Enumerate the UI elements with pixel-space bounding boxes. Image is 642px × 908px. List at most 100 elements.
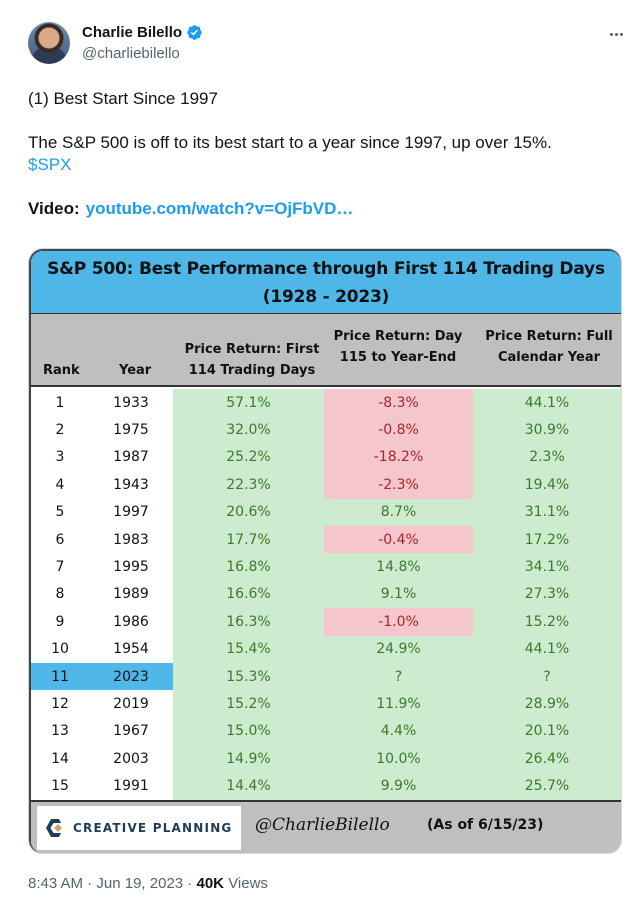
full-year-cell: 20.1% bbox=[473, 717, 621, 746]
full-year-cell: 2.3% bbox=[473, 443, 621, 472]
tweet-line-1: (1) Best Start Since 1997 bbox=[28, 89, 218, 108]
full-year-cell: ? bbox=[473, 663, 621, 691]
table-row: 13 1967 15.0% 4.4% 20.1% bbox=[31, 717, 621, 746]
first-114-cell: 57.1% bbox=[173, 389, 324, 417]
first-114-cell: 16.6% bbox=[173, 580, 324, 609]
rank-cell: 5 bbox=[55, 504, 65, 521]
first-114-cell: 14.4% bbox=[173, 772, 324, 800]
author-name[interactable]: Charlie Bilello bbox=[82, 24, 183, 41]
table-title: S&P 500: Best Performance through First … bbox=[31, 251, 621, 314]
tweet-date[interactable]: Jun 19, 2023 bbox=[96, 875, 184, 892]
rank-cell: 4 bbox=[55, 476, 65, 493]
rank-cell: 9 bbox=[55, 613, 65, 630]
rank-cell: 14 bbox=[51, 750, 69, 767]
footer-handle: @CharlieBilello bbox=[255, 815, 390, 835]
rest-of-year-cell: 11.9% bbox=[324, 690, 473, 718]
tweet-media-image[interactable]: S&P 500: Best Performance through First … bbox=[28, 248, 622, 854]
table-row: 11 2023 15.3%?? bbox=[31, 663, 621, 691]
year-cell: 2023 bbox=[89, 663, 173, 691]
table-row: 5 1997 20.6% 8.7% 31.1% bbox=[31, 498, 621, 526]
tweet-line-2: The S&P 500 is off to its best start to … bbox=[28, 133, 552, 152]
verified-badge-icon bbox=[187, 25, 202, 40]
table-title-line-2: (1928 - 2023) bbox=[262, 287, 390, 307]
first-114-cell: 15.0% bbox=[173, 717, 324, 746]
tweet-paragraph: The S&P 500 is off to its best start to … bbox=[28, 132, 618, 176]
year-cell: 1986 bbox=[113, 613, 149, 630]
video-label: Video: bbox=[28, 199, 80, 218]
first-114-cell: 14.9% bbox=[173, 745, 324, 773]
rest-of-year-cell: 10.0% bbox=[324, 745, 473, 773]
tweet-text: (1) Best Start Since 1997 The S&P 500 is… bbox=[28, 88, 618, 242]
full-year-cell: 26.4% bbox=[473, 745, 621, 773]
performance-table: S&P 500: Best Performance through First … bbox=[29, 249, 621, 853]
rank-cell: 13 bbox=[51, 723, 69, 740]
year-cell: 1989 bbox=[113, 586, 149, 603]
header-rest-of-year: Price Return: Day 115 to Year-End bbox=[333, 329, 463, 365]
rank-cell: 7 bbox=[55, 559, 65, 576]
table-row: 14 2003 14.9% 10.0% 26.4% bbox=[31, 745, 621, 773]
table-row: 4 1943 22.3% -2.3% 19.4% bbox=[31, 471, 621, 499]
footer-as-of-date: (As of 6/15/23) bbox=[427, 817, 544, 833]
avatar[interactable] bbox=[28, 22, 70, 64]
year-cell: 1954 bbox=[113, 641, 149, 658]
full-year-cell: 44.1% bbox=[473, 389, 621, 417]
table-row: 6 1983 17.7% -0.4% 17.2% bbox=[31, 526, 621, 554]
year-cell: 1975 bbox=[113, 422, 149, 439]
rank-cell: 12 bbox=[51, 696, 69, 713]
more-options-button[interactable] bbox=[604, 24, 628, 44]
year-cell: 2019 bbox=[113, 696, 149, 713]
tweet-time[interactable]: 8:43 AM bbox=[28, 875, 84, 892]
rest-of-year-cell: -0.8% bbox=[324, 416, 473, 444]
rank-cell: 2 bbox=[55, 422, 65, 439]
author-handle[interactable]: @charliebilello bbox=[82, 45, 180, 62]
more-horizontal-icon bbox=[609, 32, 613, 36]
rest-of-year-cell: 4.4% bbox=[324, 717, 473, 746]
header-first-114: Price Return: First 114 Trading Days bbox=[184, 342, 320, 378]
rank-cell: 11 bbox=[31, 663, 89, 691]
table-row: 10 1954 15.4% 24.9% 44.1% bbox=[31, 635, 621, 663]
year-cell: 1997 bbox=[113, 504, 149, 521]
first-114-cell: 22.3% bbox=[173, 471, 324, 499]
first-114-cell: 16.8% bbox=[173, 553, 324, 581]
rank-cell: 8 bbox=[55, 586, 65, 603]
header-rank: Rank bbox=[43, 363, 80, 378]
year-cell: 1967 bbox=[113, 723, 149, 740]
rest-of-year-cell: -0.4% bbox=[324, 526, 473, 554]
first-114-cell: 25.2% bbox=[173, 443, 324, 472]
cashtag-link[interactable]: $SPX bbox=[28, 155, 72, 174]
first-114-cell: 16.3% bbox=[173, 608, 324, 636]
header-full-year: Price Return: Full Calendar Year bbox=[485, 329, 613, 365]
author-name-row: Charlie Bilello bbox=[82, 24, 203, 41]
rest-of-year-cell: 9.9% bbox=[324, 772, 473, 800]
full-year-cell: 15.2% bbox=[473, 608, 621, 636]
rank-cell: 3 bbox=[55, 449, 65, 466]
rest-of-year-cell: 9.1% bbox=[324, 580, 473, 609]
table-body: 1 1933 57.1% -8.3% 44.1% 2 1975 32.0% -0.8% 30.9%… bbox=[31, 387, 621, 800]
first-114-cell: 15.4% bbox=[173, 635, 324, 663]
rank-cell: 1 bbox=[55, 394, 65, 411]
full-year-cell: 34.1% bbox=[473, 553, 621, 581]
full-year-cell: 28.9% bbox=[473, 690, 621, 718]
rest-of-year-cell: -2.3% bbox=[324, 471, 473, 499]
table-footer: CREATIVE PLANNING @CharlieBilello (As of… bbox=[31, 800, 621, 853]
first-114-cell: 15.2% bbox=[173, 690, 324, 718]
year-cell: 1933 bbox=[113, 394, 149, 411]
full-year-cell: 44.1% bbox=[473, 635, 621, 663]
logo-text: CREATIVE PLANNING bbox=[73, 821, 233, 835]
table-header: Rank Year Price Return: First 114 Tradin… bbox=[31, 314, 621, 387]
tweet-meta: 8:43 AM · Jun 19, 2023 · 40K Views bbox=[28, 875, 268, 892]
full-year-cell: 30.9% bbox=[473, 416, 621, 444]
video-link[interactable]: youtube.com/watch?v=OjFbVD… bbox=[85, 199, 354, 218]
year-cell: 2003 bbox=[113, 750, 149, 767]
video-row: Video: youtube.com/watch?v=OjFbVD… bbox=[28, 198, 618, 220]
rank-cell: 15 bbox=[51, 778, 69, 795]
rest-of-year-cell: -18.2% bbox=[324, 443, 473, 472]
table-row: 2 1975 32.0% -0.8% 30.9% bbox=[31, 416, 621, 444]
rest-of-year-cell: 24.9% bbox=[324, 635, 473, 663]
creative-planning-logo: CREATIVE PLANNING bbox=[37, 806, 241, 850]
first-114-cell: 15.3% bbox=[173, 663, 324, 691]
table-row: 12 2019 15.2% 11.9% 28.9% bbox=[31, 690, 621, 718]
table-row: 7 1995 16.8% 14.8% 34.1% bbox=[31, 553, 621, 581]
full-year-cell: 19.4% bbox=[473, 471, 621, 499]
table-row: 15 1991 14.4% 9.9% 25.7% bbox=[31, 772, 621, 800]
